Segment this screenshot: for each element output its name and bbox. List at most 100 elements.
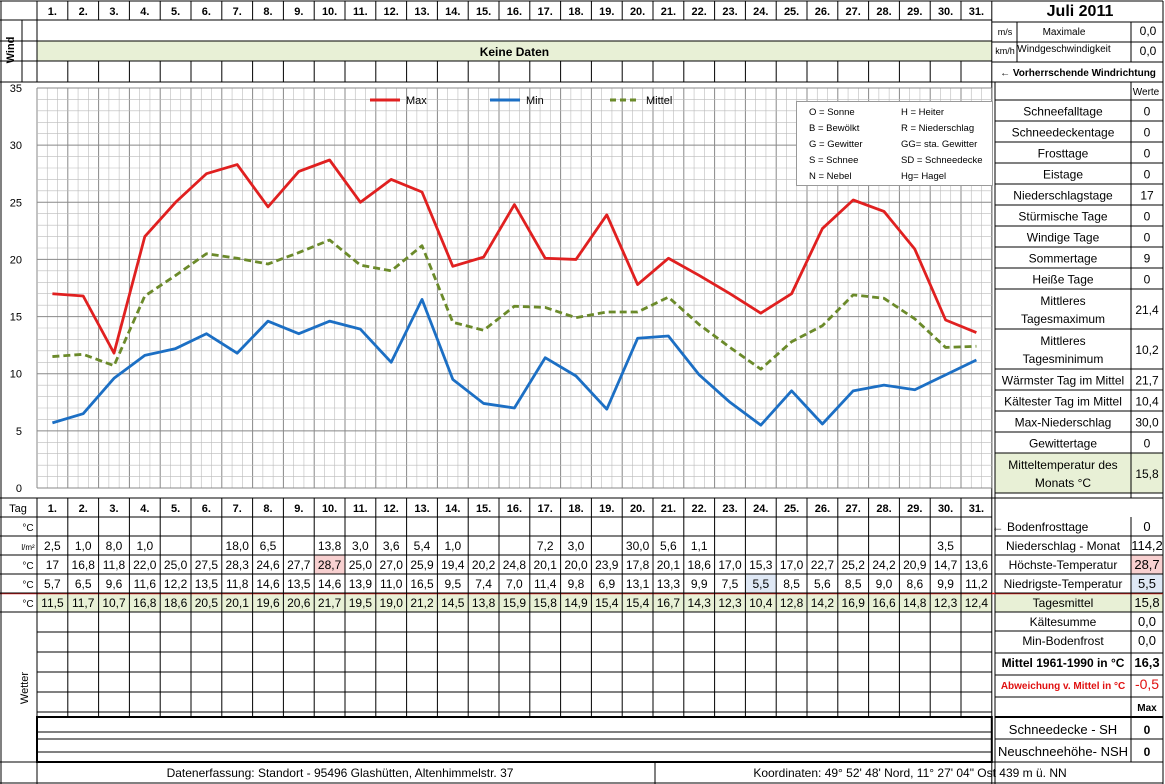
stats-label: Heiße Tage <box>1032 273 1093 287</box>
day-header: 18. <box>568 503 583 515</box>
day-header: 6. <box>202 6 211 18</box>
max-value: 20,2 <box>472 558 496 572</box>
min-value: 9,8 <box>568 577 585 591</box>
mean-value: 21,2 <box>410 596 434 610</box>
precip-value: 1,0 <box>136 539 153 553</box>
mean-value: 14,8 <box>903 596 927 610</box>
weather-code: S = Schnee <box>809 155 859 166</box>
mean-value: 16,6 <box>872 596 896 610</box>
side-value: 0,0 <box>1138 633 1156 648</box>
day-header: 28. <box>876 503 891 515</box>
stats-label: Schneefalltage <box>1023 105 1103 119</box>
max-value: 16,8 <box>72 558 96 572</box>
side-value: 16,3 <box>1134 655 1159 670</box>
stats-value: 0 <box>1144 210 1151 224</box>
day-header: 13. <box>414 503 429 515</box>
max-value: 25,2 <box>842 558 866 572</box>
min-value: 7,4 <box>475 577 492 591</box>
day-header: 4. <box>140 503 149 515</box>
min-value: 11,6 <box>134 577 157 591</box>
mean-value: 13,8 <box>472 596 496 610</box>
mean-value: 19,5 <box>349 596 373 610</box>
day-header: 17. <box>538 6 553 18</box>
day-header: 11. <box>353 6 368 18</box>
stats-value: 30,0 <box>1135 416 1159 430</box>
weather-code: Hg= Hagel <box>900 171 947 182</box>
footer-coordinates: Koordinaten: 49° 52' 48' Nord, 11° 27' 0… <box>753 766 1066 780</box>
stats-value: 21,4 <box>1135 303 1159 317</box>
side-value: 0,0 <box>1138 614 1156 629</box>
max-wind-label: Maximale <box>1043 27 1086 38</box>
stats-value: 0 <box>1144 273 1151 287</box>
unit-label: °C <box>22 523 33 534</box>
min-value: 14,6 <box>256 577 280 591</box>
y-tick-label: 5 <box>16 426 22 438</box>
mean-value: 16,7 <box>657 596 681 610</box>
side-value: -0,5 <box>1135 676 1159 692</box>
stats-value: 10,2 <box>1135 343 1159 357</box>
mean-value: 10,4 <box>749 596 773 610</box>
day-header: 9. <box>294 6 303 18</box>
day-header: 8. <box>263 6 272 18</box>
max-wind-ms: 0,0 <box>1140 24 1157 38</box>
day-header: 22. <box>692 503 707 515</box>
min-value: 11,4 <box>534 577 557 591</box>
sh-value: 0 <box>1144 723 1151 737</box>
side-value: 15,8 <box>1134 595 1159 610</box>
stats-label: Mittleres <box>1040 334 1085 348</box>
side-label: Mittel 1961-1990 in °C <box>1002 656 1125 670</box>
y-tick-label: 25 <box>10 197 22 209</box>
stats-value: 9 <box>1144 252 1151 266</box>
precip-value: 3,0 <box>352 539 369 553</box>
stats-label: Schneedeckentage <box>1012 126 1115 140</box>
day-header: 30. <box>938 6 953 18</box>
min-value: 6,5 <box>75 577 92 591</box>
min-value: 13,3 <box>657 577 681 591</box>
min-value: 9,9 <box>937 577 954 591</box>
max-value: 13,6 <box>965 558 989 572</box>
mean-value: 21,7 <box>318 596 342 610</box>
day-header: 26. <box>815 6 830 18</box>
tag-label: Tag <box>9 503 27 515</box>
min-value: 16,5 <box>410 577 434 591</box>
max-value: 20,9 <box>903 558 927 572</box>
stats-value: 0 <box>1144 231 1151 245</box>
day-header: 8. <box>263 503 272 515</box>
mean-value: 14,5 <box>441 596 465 610</box>
max-value: 20,0 <box>564 558 588 572</box>
max-wind-kmh: 0,0 <box>1140 44 1157 58</box>
y-tick-label: 35 <box>10 83 22 95</box>
weather-code-row: O = Sonne H = Heiter <box>809 105 992 121</box>
weather-code: B = Bewölkt <box>809 123 860 134</box>
legend-label: Max <box>406 95 427 107</box>
min-value: 11,8 <box>226 577 249 591</box>
max-value: 18,6 <box>688 558 712 572</box>
stats-label: Stürmische Tage <box>1018 210 1107 224</box>
legend-label: Min <box>526 95 544 107</box>
min-value: 9,5 <box>444 577 461 591</box>
weather-code: SD = Schneedecke <box>900 155 983 166</box>
side-label: Kältesumme <box>1030 615 1097 629</box>
day-header: 3. <box>109 503 118 515</box>
day-header: 26. <box>815 503 830 515</box>
weather-code: GG= sta. Gewitter <box>900 139 978 150</box>
precip-value: 3,0 <box>568 539 585 553</box>
min-value: 13,1 <box>626 577 650 591</box>
precip-value: 5,4 <box>414 539 431 553</box>
side-label: Höchste-Temperatur <box>1009 558 1118 572</box>
max-value: 24,6 <box>256 558 280 572</box>
mean-value: 15,4 <box>626 596 650 610</box>
stats-label: Niederschlagstage <box>1013 189 1113 203</box>
side-label: Niederschlag - Monat <box>1006 539 1121 553</box>
min-value: 9,0 <box>876 577 893 591</box>
day-header: 28. <box>876 6 891 18</box>
unit-label: °C <box>22 580 33 591</box>
mean-value: 15,8 <box>534 596 558 610</box>
no-data-band <box>37 41 992 61</box>
day-header: 12. <box>384 503 399 515</box>
min-value: 13,9 <box>349 577 373 591</box>
max-value: 27,5 <box>195 558 219 572</box>
day-header: 25. <box>784 503 799 515</box>
stats-value: 0 <box>1144 105 1151 119</box>
precip-value: 18,0 <box>226 539 250 553</box>
